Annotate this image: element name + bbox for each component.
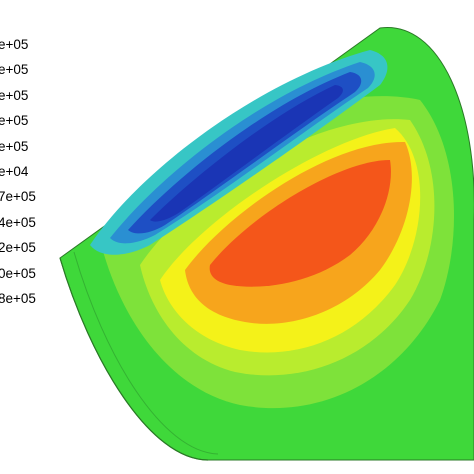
legend-label: 0e+05 xyxy=(0,266,36,281)
cylinder-end-cap-inner-rim xyxy=(73,251,219,455)
contour-band-dark-blue xyxy=(150,85,343,222)
contour-band-red xyxy=(209,160,391,287)
legend-label: e+04 xyxy=(0,164,29,179)
legend-label: 4e+05 xyxy=(0,215,36,230)
legend-label: 8e+05 xyxy=(0,291,36,306)
legend-label: e+05 xyxy=(0,88,29,103)
legend-label: e+05 xyxy=(0,37,29,52)
cylinder-end-cap-rim xyxy=(59,257,209,461)
legend-label: 7e+05 xyxy=(0,189,36,204)
legend-label: e+05 xyxy=(0,113,29,128)
legend-label: 2e+05 xyxy=(0,240,36,255)
legend-label: e+05 xyxy=(0,139,29,154)
legend-label: e+05 xyxy=(0,62,29,77)
